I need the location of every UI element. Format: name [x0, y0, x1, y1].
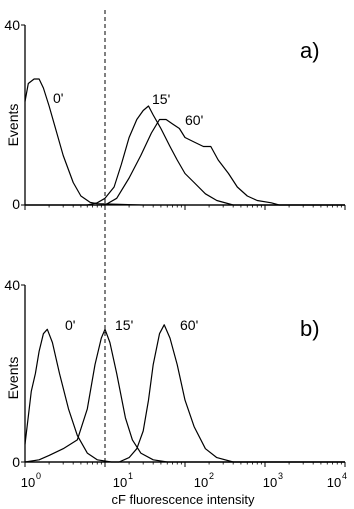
panel-b-series-1-line — [24, 328, 345, 463]
panel-b-annotation-15min: 15' — [115, 317, 133, 333]
panel-a-axes — [21, 24, 346, 210]
panel-b: 40 0 Events b) 0' 15' 60' 10 0 10 1 10 2… — [4, 277, 347, 507]
xtick-label-10-2: 10 2 — [194, 471, 214, 490]
panel-b-annotation-60min: 60' — [180, 317, 198, 333]
panel-b-series-2-line — [25, 324, 345, 463]
svg-text:4: 4 — [342, 471, 347, 481]
panel-b-axes — [21, 284, 346, 467]
svg-text:1: 1 — [128, 471, 133, 481]
panel-b-series-0-line — [24, 328, 345, 463]
panel-a-annotation-0min: 0' — [53, 90, 63, 106]
xtick-label-10-3: 10 3 — [263, 471, 283, 490]
panel-b-annotation-0min: 0' — [65, 317, 75, 333]
panel-b-ytick-bottom: 0 — [12, 454, 20, 470]
x-axis-label: cF fluorescence intensity — [111, 492, 255, 507]
panel-b-ytick-top: 40 — [4, 277, 20, 293]
svg-text:10: 10 — [21, 475, 35, 490]
panel-a-series-2-line — [25, 118, 345, 206]
panel-a-ytick-bottom: 0 — [12, 196, 20, 212]
panel-a-annotation-60min: 60' — [185, 112, 203, 128]
svg-text:10: 10 — [327, 475, 341, 490]
panel-b-series — [24, 324, 345, 463]
svg-text:3: 3 — [278, 471, 283, 481]
panel-a: 40 0 Events a) 0' 15' 60' — [4, 17, 346, 212]
svg-text:10: 10 — [194, 475, 208, 490]
svg-text:10: 10 — [263, 475, 277, 490]
xtick-label-10-0: 10 0 — [21, 471, 41, 490]
panel-a-annotation-15min: 15' — [152, 91, 170, 107]
panel-b-ylabel: Events — [5, 357, 21, 400]
panel-a-series — [24, 78, 345, 206]
panel-a-series-1-line — [25, 105, 345, 206]
xtick-label-10-1: 10 1 — [113, 471, 133, 490]
panel-b-label: b) — [300, 316, 320, 341]
panel-a-label: a) — [300, 38, 320, 63]
panel-b-xtick-labels: 10 0 10 1 10 2 10 3 10 4 — [21, 471, 347, 490]
svg-text:0: 0 — [36, 471, 41, 481]
xtick-label-10-4: 10 4 — [327, 471, 347, 490]
panel-a-ylabel: Events — [5, 104, 21, 147]
svg-text:10: 10 — [113, 475, 127, 490]
panel-a-series-0-line — [24, 78, 345, 206]
svg-text:2: 2 — [209, 471, 214, 481]
panel-a-ytick-top: 40 — [4, 17, 20, 33]
